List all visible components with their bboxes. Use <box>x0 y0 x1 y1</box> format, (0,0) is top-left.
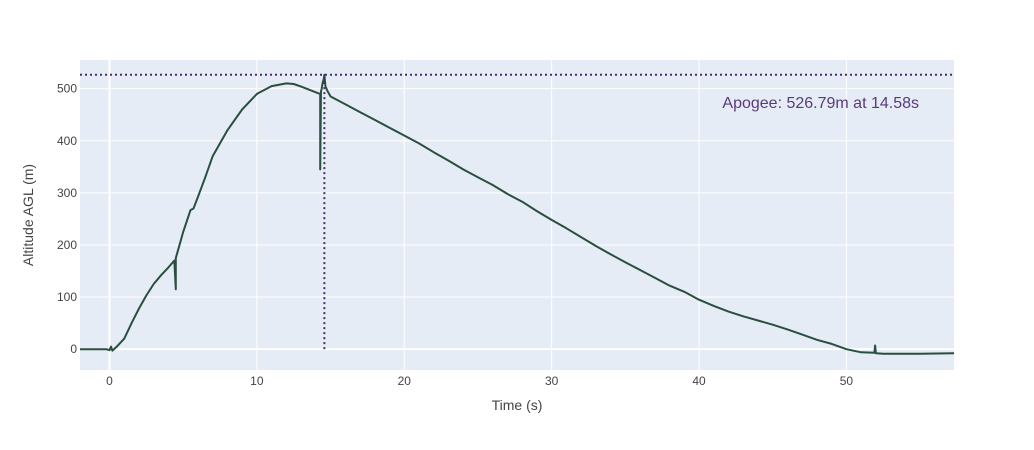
x-tick-label: 10 <box>250 374 264 388</box>
apogee-annotation: Apogee: 526.79m at 14.58s <box>722 95 919 112</box>
x-tick-label: 20 <box>398 374 412 388</box>
y-tick-label: 0 <box>70 342 77 356</box>
y-tick-label: 100 <box>57 290 77 304</box>
x-tick-label: 0 <box>106 374 113 388</box>
x-tick-label: 40 <box>692 374 706 388</box>
y-axis-title: Altitude AGL (m) <box>20 164 36 266</box>
x-tick-label: 50 <box>840 374 854 388</box>
x-axis-title: Time (s) <box>492 397 543 413</box>
series-layer <box>80 73 955 355</box>
x-tick-label: 30 <box>545 374 559 388</box>
altitude-series-line <box>80 73 955 355</box>
apogee-markers <box>80 73 954 350</box>
plot-background <box>80 60 954 370</box>
gridlines <box>80 60 954 370</box>
y-tick-label: 400 <box>57 134 77 148</box>
y-tick-label: 200 <box>57 238 77 252</box>
y-tick-label: 300 <box>57 186 77 200</box>
y-tick-label: 500 <box>57 82 77 96</box>
